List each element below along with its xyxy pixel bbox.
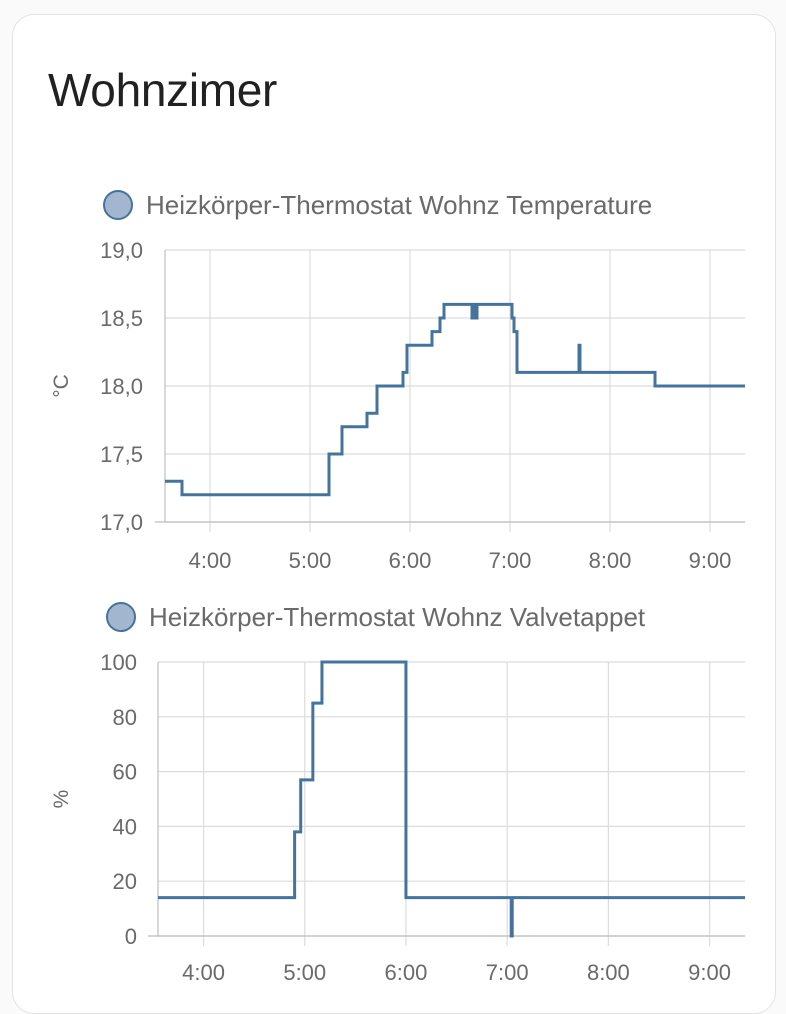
y-axis-label: °C: [50, 374, 73, 398]
legend-label: Heizkörper-Thermostat Wohnz Temperature: [146, 190, 652, 220]
y-tick-label: 40: [113, 814, 137, 839]
x-tick-label: 8:00: [589, 548, 632, 573]
x-tick-label: 7:00: [486, 960, 529, 985]
y-tick-label: 100: [100, 650, 137, 675]
chart-1: Heizkörper-Thermostat Wohnz Temperature1…: [50, 190, 745, 573]
y-tick-label: 17,5: [100, 442, 143, 467]
y-tick-label: 18,0: [100, 374, 143, 399]
x-tick-label: 6:00: [385, 960, 428, 985]
x-tick-label: 4:00: [182, 960, 225, 985]
y-tick-label: 17,0: [100, 510, 143, 535]
y-tick-label: 19,0: [100, 238, 143, 263]
legend-marker: [103, 190, 133, 220]
x-tick-label: 7:00: [489, 548, 532, 573]
legend-marker: [106, 602, 136, 632]
x-tick-label: 8:00: [587, 960, 630, 985]
card-title: Wohnzimer: [48, 64, 278, 116]
history-charts: Heizkörper-Thermostat Wohnz Temperature1…: [50, 190, 745, 985]
y-tick-label: 80: [113, 705, 137, 730]
x-tick-label: 6:00: [389, 548, 432, 573]
x-tick-label: 5:00: [289, 548, 332, 573]
legend-label: Heizkörper-Thermostat Wohnz Valvetappet: [149, 602, 646, 632]
y-tick-label: 18,5: [100, 306, 143, 331]
y-tick-label: 60: [113, 760, 137, 785]
y-tick-label: 0: [125, 924, 137, 949]
series-line: [158, 660, 745, 938]
y-tick-label: 20: [113, 869, 137, 894]
y-axis-label: %: [50, 790, 73, 809]
x-tick-label: 9:00: [689, 548, 732, 573]
series-line: [165, 302, 745, 497]
x-tick-label: 4:00: [189, 548, 232, 573]
history-card: Wohnzimer: [12, 14, 776, 1014]
chart-2: Heizkörper-Thermostat Wohnz Valvetappet 0…: [50, 602, 745, 985]
x-tick-label: 5:00: [283, 960, 326, 985]
x-tick-label: 9:00: [688, 960, 731, 985]
